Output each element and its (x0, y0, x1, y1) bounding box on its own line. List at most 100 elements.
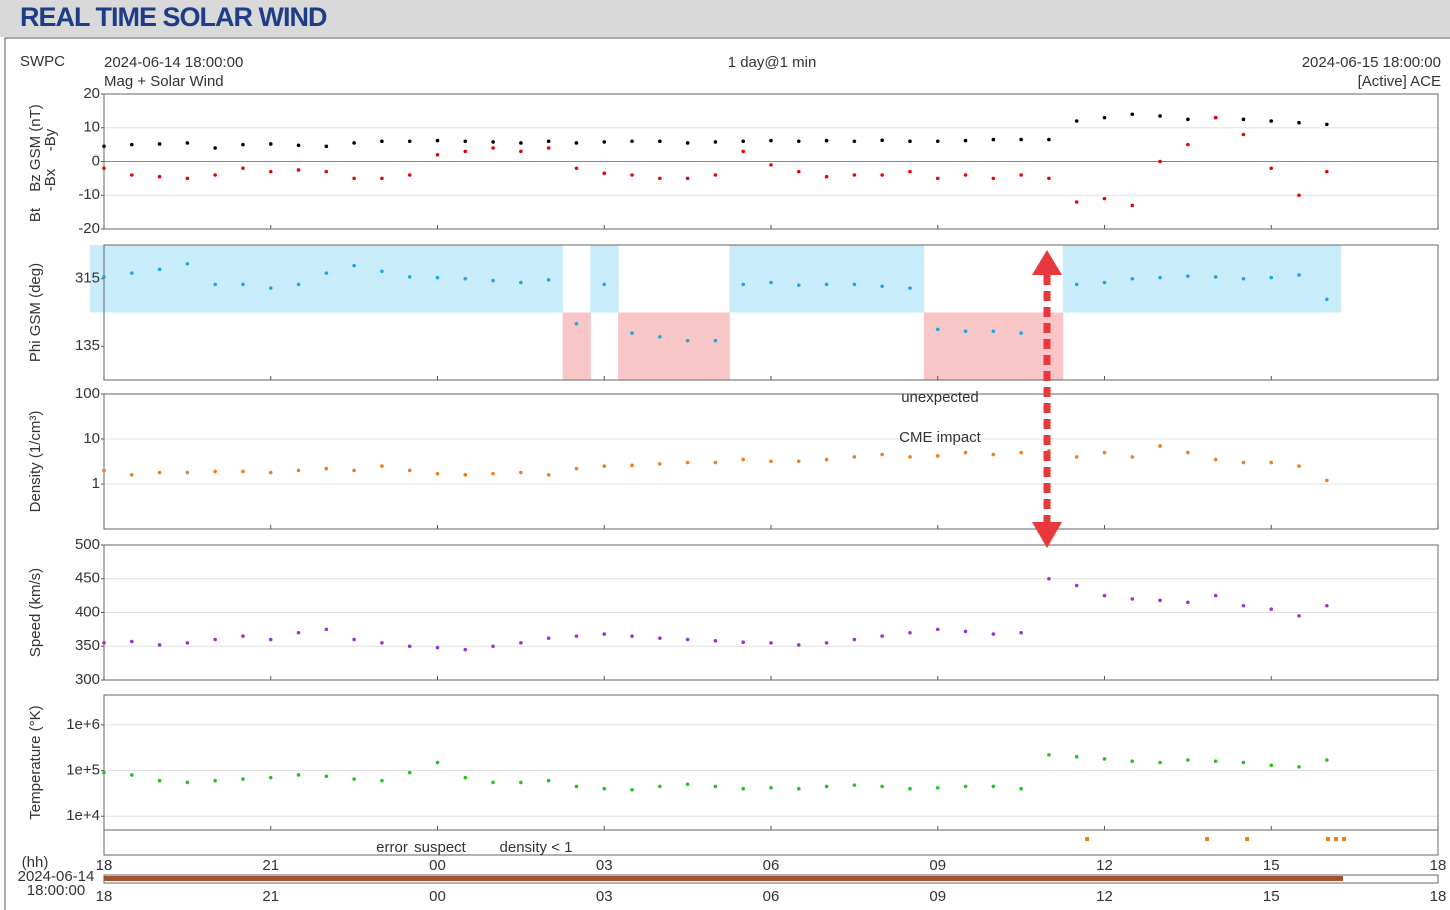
x-tick-label: 06 (763, 888, 780, 905)
sector-band (979, 312, 1008, 380)
data-point (1047, 753, 1051, 757)
sector-band (173, 245, 202, 313)
data-point (796, 139, 801, 144)
data-point (1269, 460, 1274, 465)
data-point (741, 282, 746, 287)
data-point (1325, 169, 1329, 174)
data-point (129, 173, 134, 177)
data-point (824, 641, 829, 645)
data-point (1158, 444, 1162, 448)
end-time: 2024-06-15 18:00:00 (1302, 54, 1441, 71)
y-tick-label: 0 (92, 152, 100, 169)
sector-band (840, 245, 869, 313)
data-point (796, 283, 801, 287)
data-point (407, 139, 412, 144)
data-point (157, 142, 162, 146)
x-tick-label: 00 (429, 888, 446, 905)
data-point (129, 773, 134, 777)
data-point (1297, 765, 1301, 769)
data-point (741, 139, 746, 144)
y-axis-label: Phi GSM (deg) (27, 263, 44, 362)
flag-mark (1326, 837, 1330, 841)
y-tick-label: -10 (78, 186, 100, 203)
data-point (407, 770, 412, 775)
data-point (1269, 607, 1274, 611)
data-point (463, 647, 468, 652)
data-point (935, 176, 940, 181)
y-axis-label: -By (42, 128, 59, 151)
data-point (102, 641, 106, 645)
sector-band (784, 245, 814, 313)
x-tick-label: 06 (763, 857, 780, 874)
data-point (1158, 598, 1162, 603)
flag-legend: density < 1 (500, 839, 573, 856)
data-point (157, 174, 162, 179)
data-point (268, 169, 273, 174)
data-point (713, 338, 718, 343)
data-point (685, 460, 690, 465)
data-point (157, 267, 162, 272)
data-point (296, 143, 301, 148)
start-clock: 18:00:00 (27, 882, 85, 899)
data-point (991, 137, 996, 142)
data-point (630, 787, 634, 792)
sector-band (757, 245, 786, 313)
data-point (268, 775, 273, 780)
data-point (352, 176, 356, 181)
data-point (241, 777, 245, 781)
data-point (435, 471, 440, 476)
y-tick-label: -20 (78, 220, 100, 237)
data-point (852, 139, 857, 144)
data-point (908, 786, 912, 791)
x-tick-label: 21 (262, 888, 279, 905)
sector-band (368, 245, 397, 313)
data-point (157, 470, 162, 475)
data-point (1074, 119, 1079, 123)
data-point (880, 284, 884, 289)
data-point (546, 778, 551, 783)
data-point (824, 457, 829, 462)
data-point (546, 636, 551, 640)
data-point (1297, 193, 1301, 198)
sector-band (618, 312, 647, 380)
data-point (129, 142, 134, 147)
data-point (991, 329, 996, 334)
data-point (658, 784, 662, 789)
data-point (574, 321, 579, 326)
data-point (1213, 275, 1218, 279)
y-tick-label: 20 (83, 85, 100, 102)
flag-mark (1205, 837, 1209, 841)
data-point (602, 632, 607, 636)
sector-band (729, 245, 758, 313)
data-point (1186, 758, 1190, 762)
flag-legend: error (376, 839, 408, 856)
data-point (769, 459, 773, 464)
data-point (935, 139, 940, 144)
data-point (991, 632, 996, 636)
data-point (102, 144, 106, 149)
data-point (1019, 173, 1023, 177)
data-point (1325, 603, 1329, 608)
y-tick-label: 450 (75, 570, 100, 587)
data-point (1130, 597, 1135, 601)
flag-mark (1085, 837, 1089, 841)
data-point (1102, 196, 1107, 201)
data-point (1241, 117, 1246, 122)
data-point (1074, 754, 1079, 759)
sector-band (312, 245, 341, 313)
data-point (963, 450, 968, 455)
data-point (824, 174, 829, 179)
annotation: unexpected (901, 389, 979, 406)
data-point (713, 140, 718, 144)
y-tick-label: 10 (83, 430, 100, 447)
data-point (658, 636, 662, 640)
data-point (129, 473, 134, 477)
y-tick-label: 1e+5 (66, 762, 100, 779)
data-point (880, 138, 884, 143)
data-point (880, 452, 884, 457)
data-point (1269, 119, 1274, 123)
sector-band (479, 245, 508, 313)
data-point (268, 286, 273, 290)
data-point (685, 176, 690, 181)
